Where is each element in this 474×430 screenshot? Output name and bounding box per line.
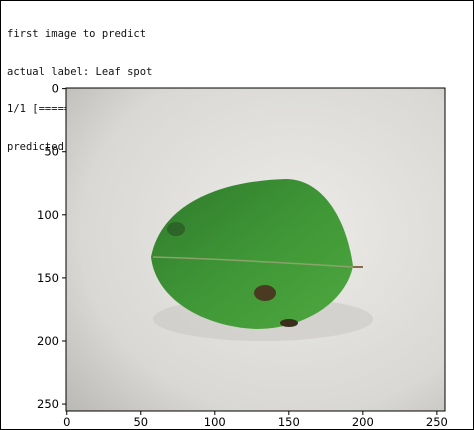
x-tick-label: 100 <box>204 415 226 429</box>
x-tick-label: 150 <box>278 415 300 429</box>
x-tick-label: 250 <box>426 415 448 429</box>
x-tick-label: 0 <box>63 415 70 429</box>
y-tick-label: 0 <box>52 82 59 96</box>
y-tick-label: 150 <box>37 271 59 285</box>
photo <box>65 87 446 412</box>
y-tick-label: 100 <box>37 208 59 222</box>
y-tick-label: 200 <box>37 334 59 348</box>
x-tick-label: 50 <box>133 415 148 429</box>
y-tick-label: 50 <box>44 145 59 159</box>
y-tick-label: 250 <box>37 397 59 411</box>
x-tick-label: 200 <box>352 415 374 429</box>
output-line: first image to predict <box>7 28 147 40</box>
output-line: actual label: Leaf spot <box>7 65 153 78</box>
